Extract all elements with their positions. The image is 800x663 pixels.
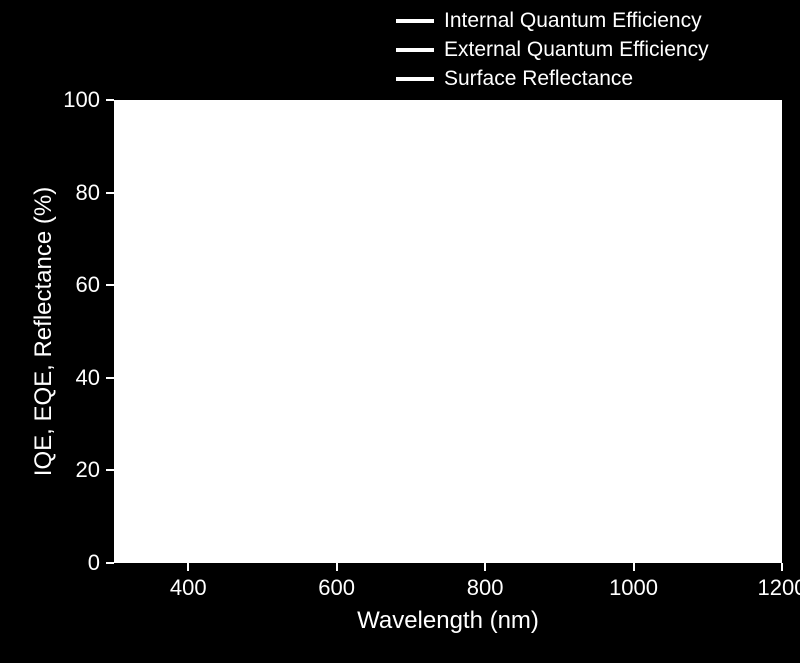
y-tick-mark <box>106 562 114 564</box>
y-tick-mark <box>106 377 114 379</box>
legend: Internal Quantum Efficiency External Quan… <box>396 6 709 93</box>
legend-label: Surface Reflectance <box>444 67 633 91</box>
legend-swatch <box>396 48 434 52</box>
legend-swatch <box>396 77 434 81</box>
y-tick-label: 80 <box>76 180 100 206</box>
x-tick-label: 400 <box>158 575 218 601</box>
x-tick-mark <box>484 563 486 571</box>
y-tick-mark <box>106 469 114 471</box>
y-tick-mark <box>106 99 114 101</box>
legend-item: Surface Reflectance <box>396 64 709 93</box>
legend-label: Internal Quantum Efficiency <box>444 9 702 33</box>
y-tick-label: 40 <box>76 365 100 391</box>
x-tick-label: 800 <box>455 575 515 601</box>
y-tick-label: 60 <box>76 272 100 298</box>
y-tick-label: 0 <box>88 550 100 576</box>
y-axis-label: IQE, EQE, Reflectance (%) <box>30 100 58 563</box>
x-tick-mark <box>336 563 338 571</box>
x-tick-mark <box>187 563 189 571</box>
x-tick-label: 1000 <box>604 575 664 601</box>
plot-area <box>114 100 782 563</box>
x-axis-label: Wavelength (nm) <box>114 607 782 635</box>
y-tick-mark <box>106 284 114 286</box>
y-tick-label: 100 <box>63 87 100 113</box>
quantum-efficiency-chart: Internal Quantum Efficiency External Quan… <box>0 0 800 663</box>
legend-label: External Quantum Efficiency <box>444 38 709 62</box>
y-tick-mark <box>106 192 114 194</box>
y-tick-label: 20 <box>76 457 100 483</box>
x-tick-mark <box>633 563 635 571</box>
x-tick-mark <box>781 563 783 571</box>
x-tick-label: 1200 <box>752 575 800 601</box>
legend-item: Internal Quantum Efficiency <box>396 6 709 35</box>
legend-swatch <box>396 19 434 23</box>
legend-item: External Quantum Efficiency <box>396 35 709 64</box>
x-tick-label: 600 <box>307 575 367 601</box>
